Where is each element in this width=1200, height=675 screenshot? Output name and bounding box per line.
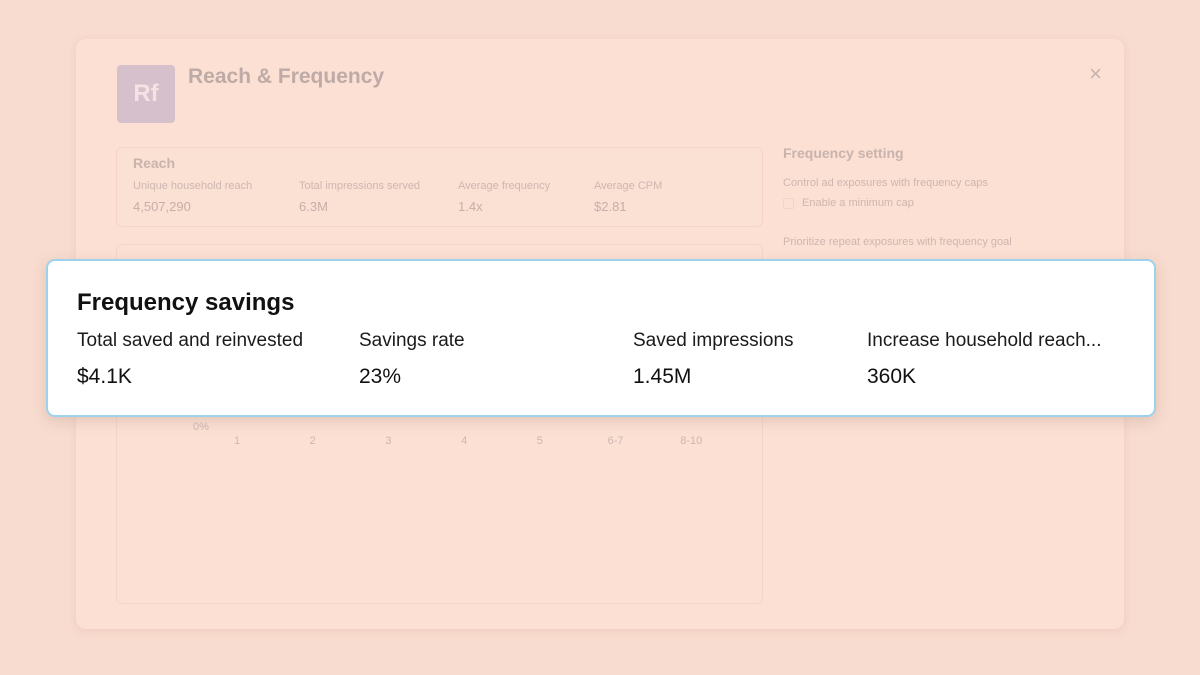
x-tick-label: 6-7 — [608, 435, 624, 447]
metric-value: $4.1K — [77, 365, 132, 388]
checkbox-icon[interactable] — [783, 197, 794, 209]
stat-value: 1.4x — [458, 199, 483, 214]
dialog-title: Reach & Frequency — [188, 65, 385, 88]
x-tick-label: 4 — [461, 435, 467, 447]
metric-label: Savings rate — [359, 330, 465, 351]
stat-label: Total impressions served — [299, 180, 421, 192]
metric-value: 1.45M — [633, 365, 692, 388]
metric-label: Total saved and reinvested — [77, 330, 304, 351]
stat-label: Unique household reach — [133, 180, 253, 192]
x-tick-label: 2 — [310, 435, 316, 447]
reach-card: Reach Unique household reach 4,507,290 T… — [116, 147, 763, 227]
stat-label: Average CPM — [594, 180, 663, 192]
x-tick-label: 1 — [234, 435, 240, 447]
metric-saved-impressions: Saved impressions 1.45M — [633, 330, 794, 389]
metric-savings-rate: Savings rate 23% — [359, 330, 465, 389]
stat-average-cpm: Average CPM $2.81 — [594, 180, 662, 214]
minimum-cap-label: Enable a minimum cap — [802, 197, 914, 209]
frequency-setting-panel: Frequency setting Control ad exposures w… — [783, 145, 1103, 248]
frequency-savings-card: Frequency savings Total saved and reinve… — [46, 259, 1156, 417]
savings-title: Frequency savings — [77, 289, 295, 316]
metric-label: Increase household reach... — [867, 330, 1102, 351]
stat-value: 4,507,290 — [133, 199, 191, 214]
stat-label: Average frequency — [458, 180, 551, 192]
stat-value: $2.81 — [594, 199, 627, 214]
reach-title: Reach — [133, 155, 176, 171]
stat-value: 6.3M — [299, 199, 328, 214]
x-tick-label: 3 — [385, 435, 391, 447]
frequency-setting-title: Frequency setting — [783, 145, 904, 161]
metric-label: Saved impressions — [633, 330, 794, 351]
metric-household-reach: Increase household reach... 360K — [867, 330, 1102, 389]
app-logo: Rf — [117, 65, 175, 123]
minimum-cap-checkbox[interactable]: Enable a minimum cap — [783, 197, 1103, 209]
metric-total-saved: Total saved and reinvested $4.1K — [77, 330, 303, 389]
metric-value: 23% — [359, 365, 402, 388]
y-tick-label: 0% — [193, 421, 209, 433]
x-tick-label: 8-10 — [680, 435, 702, 447]
metric-value: 360K — [867, 365, 917, 388]
frequency-goal-text: Prioritize repeat exposures with frequen… — [783, 236, 1012, 248]
stat-unique-household-reach: Unique household reach 4,507,290 — [133, 180, 252, 214]
frequency-caps-text: Control ad exposures with frequency caps — [783, 177, 988, 189]
stat-average-frequency: Average frequency 1.4x — [458, 180, 550, 214]
x-tick-label: 5 — [537, 435, 543, 447]
close-icon[interactable]: × — [1089, 61, 1102, 86]
stat-total-impressions: Total impressions served 6.3M — [299, 180, 420, 214]
